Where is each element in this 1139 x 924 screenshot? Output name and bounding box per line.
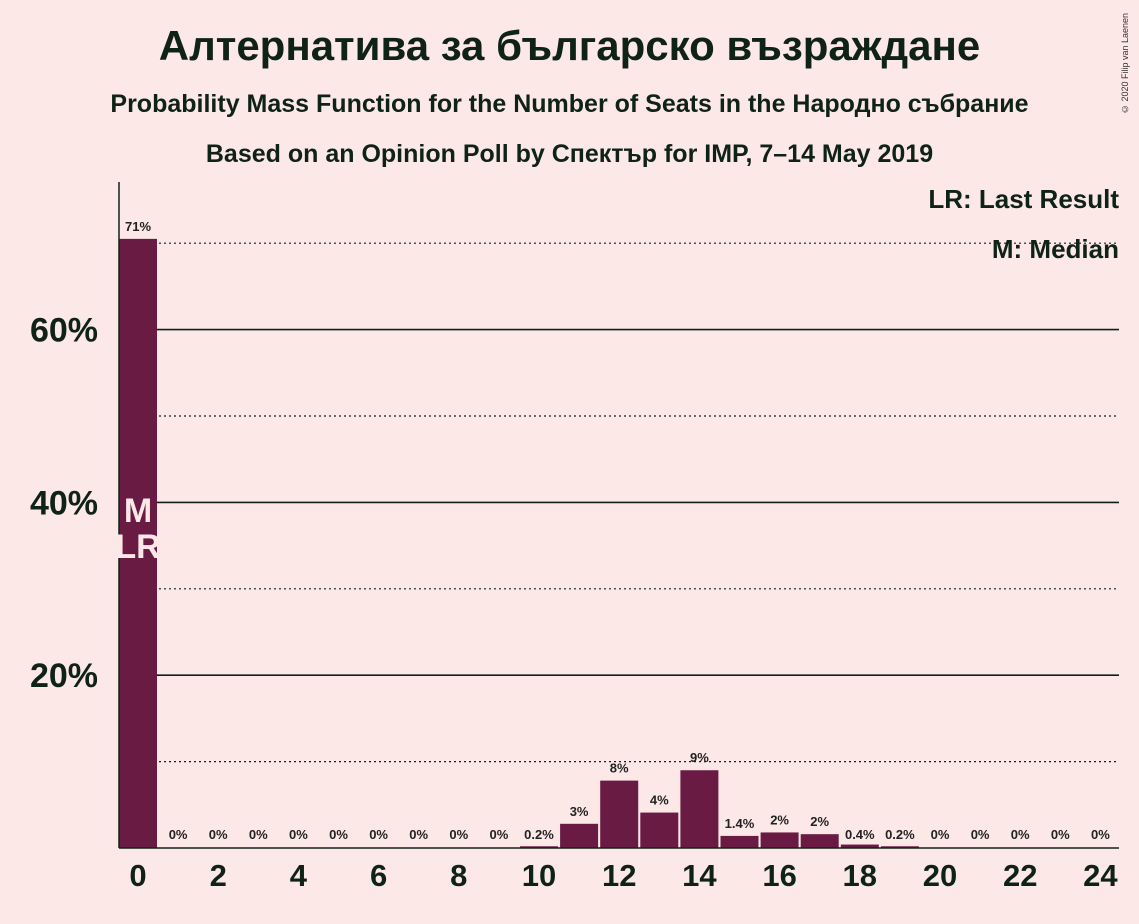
data-label: 0.4% xyxy=(845,827,875,842)
x-tick-label: 20 xyxy=(923,858,957,893)
bar xyxy=(640,812,679,848)
bars xyxy=(119,238,919,848)
bar xyxy=(760,832,799,848)
x-axis-ticks: 0 2 4 6 8 10 12 14 16 18 20 22 24 xyxy=(129,858,1118,893)
data-label: 0% xyxy=(1051,827,1070,842)
bar xyxy=(840,844,879,848)
x-tick-label: 18 xyxy=(843,858,877,893)
x-tick-label: 24 xyxy=(1083,858,1118,893)
data-label: 0% xyxy=(169,827,188,842)
median-marker: M xyxy=(124,492,152,530)
x-tick-label: 10 xyxy=(522,858,556,893)
y-tick-label: 20% xyxy=(30,657,98,695)
data-labels: 71% 0% 0% 0% 0% 0% 0% 0% 0% 0% 0.2% 3% 8% 4% 9% 1.4% 2% 2… xyxy=(125,219,1110,842)
data-label: 0% xyxy=(971,827,990,842)
bar xyxy=(680,770,719,848)
data-label: 2% xyxy=(810,814,829,829)
data-label: 0% xyxy=(369,827,388,842)
data-label: 0% xyxy=(1091,827,1110,842)
data-label: 71% xyxy=(125,219,151,234)
data-label: 0% xyxy=(409,827,428,842)
data-label: 4% xyxy=(650,793,669,808)
data-label: 3% xyxy=(570,804,589,819)
legend-median: M: Median xyxy=(991,234,1119,264)
data-label: 0.2% xyxy=(885,827,915,842)
x-tick-label: 22 xyxy=(1003,858,1037,893)
y-tick-label: 40% xyxy=(30,484,98,522)
last-result-marker: LR xyxy=(115,528,160,566)
data-label: 0% xyxy=(490,827,509,842)
bar xyxy=(560,823,599,848)
x-tick-label: 8 xyxy=(450,858,467,893)
data-label: 0% xyxy=(209,827,228,842)
data-label: 0% xyxy=(449,827,468,842)
data-label: 0% xyxy=(931,827,950,842)
y-tick-label: 60% xyxy=(30,312,98,350)
x-tick-label: 6 xyxy=(370,858,387,893)
chart-title: Алтернатива за българско възраждане xyxy=(158,22,981,69)
data-label: 2% xyxy=(770,812,789,827)
bar xyxy=(880,846,919,848)
data-label: 0% xyxy=(249,827,268,842)
data-label: 9% xyxy=(690,750,709,765)
y-axis-ticks: 20% 40% 60% xyxy=(30,312,98,696)
chart-subtitle: Probability Mass Function for the Number… xyxy=(110,90,1029,118)
bar xyxy=(520,846,558,848)
data-label: 0% xyxy=(329,827,348,842)
data-label: 8% xyxy=(610,761,629,776)
bar xyxy=(800,834,839,848)
legend-last-result: LR: Last Result xyxy=(928,184,1119,214)
bar xyxy=(600,780,639,848)
gridlines xyxy=(119,242,1119,763)
x-tick-label: 2 xyxy=(210,858,227,893)
bar xyxy=(720,835,759,848)
data-label: 0% xyxy=(289,827,308,842)
x-tick-label: 4 xyxy=(290,858,308,893)
x-tick-label: 0 xyxy=(129,858,146,893)
x-tick-label: 14 xyxy=(682,858,717,893)
x-tick-label: 12 xyxy=(602,858,636,893)
data-label: 0.2% xyxy=(524,827,554,842)
chart-source: Based on an Opinion Poll by Спектър for … xyxy=(205,140,934,168)
bar xyxy=(119,238,157,848)
x-tick-label: 16 xyxy=(762,858,796,893)
data-label: 0% xyxy=(1011,827,1030,842)
data-label: 1.4% xyxy=(725,816,755,831)
